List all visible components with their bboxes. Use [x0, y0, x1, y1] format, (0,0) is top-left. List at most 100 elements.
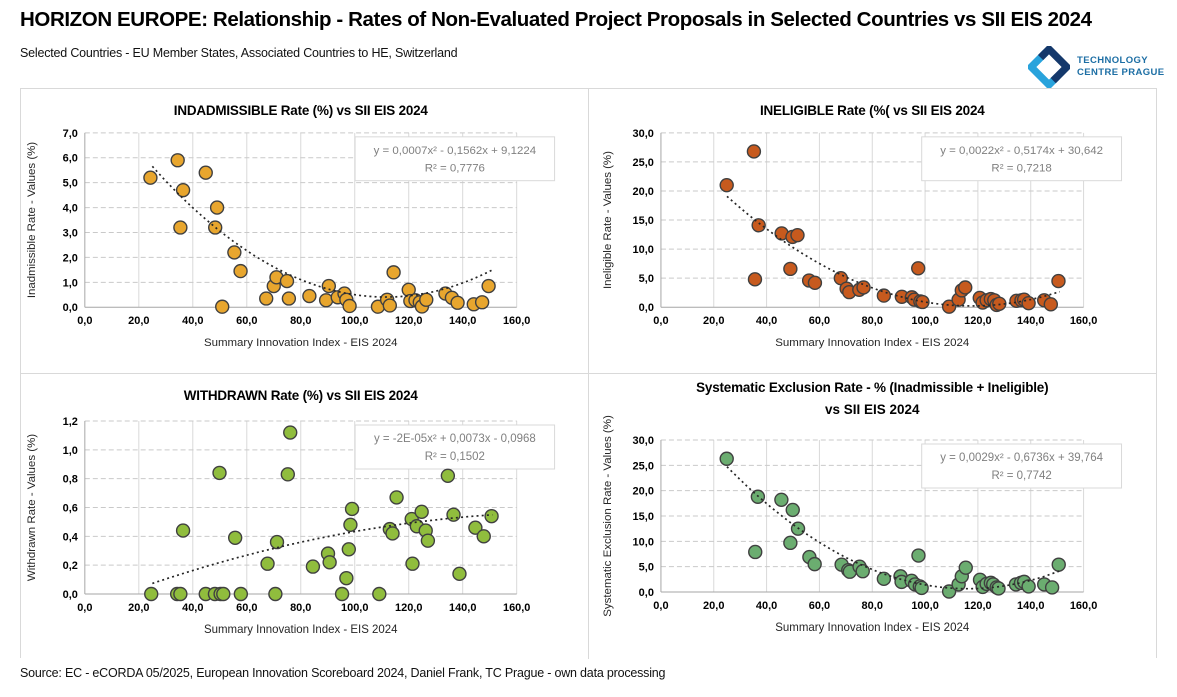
data-point — [1050, 273, 1066, 289]
data-point — [170, 153, 185, 168]
svg-text:0,0: 0,0 — [653, 315, 668, 327]
y-axis-title: Systematic Exclusion Rate - Values (%) — [601, 415, 613, 617]
data-point — [405, 556, 420, 571]
data-point — [446, 507, 461, 522]
data-point — [302, 288, 317, 304]
data-point — [343, 517, 358, 533]
data-point — [468, 520, 483, 535]
trendline-r2: R² = 0,7776 — [425, 163, 485, 175]
svg-text:20,0: 20,0 — [632, 486, 653, 498]
svg-text:20,0: 20,0 — [128, 602, 149, 614]
data-point — [807, 275, 822, 290]
data-point — [382, 298, 398, 313]
data-point — [215, 299, 230, 314]
svg-text:100,0: 100,0 — [911, 600, 938, 612]
data-point — [279, 273, 295, 289]
svg-text:100,0: 100,0 — [911, 315, 938, 327]
chart-ineligible: INELIGIBLE Rate (%( vs SII EIS 2024 y = 0… — [588, 89, 1156, 373]
svg-text:1,0: 1,0 — [63, 277, 78, 289]
trendline-equation: y = 0,0007x² - 0,1562x + 9,1224 — [374, 145, 537, 157]
scatter-points — [144, 425, 499, 602]
chart-panel-ineligible: INELIGIBLE Rate (%( vs SII EIS 2024 y = 0… — [588, 89, 1156, 374]
svg-text:0,0: 0,0 — [653, 600, 668, 612]
data-point — [334, 586, 350, 602]
chart-title: WITHDRAWN Rate (%) vs SII EIS 2024 — [184, 388, 419, 403]
logo-text-line2: CENTRE PRAGUE — [1077, 67, 1165, 78]
trendline-equation: y = -2E-05x² + 0,0073x - 0,0968 — [374, 433, 536, 445]
data-point — [341, 542, 356, 557]
svg-text:5,0: 5,0 — [63, 178, 78, 190]
trendline-equation-box — [354, 424, 556, 470]
svg-text:7,0: 7,0 — [63, 128, 78, 140]
data-point — [342, 298, 357, 314]
svg-text:120,0: 120,0 — [395, 602, 422, 614]
scatter-points — [719, 144, 1066, 314]
trendline-r2: R² = 0,1502 — [425, 451, 485, 463]
data-point — [344, 501, 360, 517]
chart-panel-withdrawn: WITHDRAWN Rate (%) vs SII EIS 2024 y = -2… — [21, 374, 589, 659]
logo-text-line1: TECHNOLOGY — [1077, 55, 1149, 67]
svg-text:5,0: 5,0 — [638, 562, 653, 574]
svg-text:15,0: 15,0 — [632, 215, 653, 227]
data-point — [259, 291, 274, 306]
data-point — [280, 467, 295, 482]
tc-prague-logo: TECHNOLOGY CENTRE PRAGUE — [1028, 46, 1165, 88]
svg-text:1,2: 1,2 — [63, 416, 78, 428]
data-point — [440, 468, 456, 483]
data-point — [322, 555, 337, 570]
data-point — [746, 144, 761, 159]
data-point — [476, 529, 491, 544]
axis-tick-labels: 0,0 20,0 40,0 60,0 80,0 100,0 120,0 140,0 160,0 0… — [63, 128, 531, 327]
trendline — [725, 466, 1060, 590]
y-axis-title: Inadmissible Rate - Values (%) — [26, 142, 38, 298]
svg-text:140,0: 140,0 — [1016, 315, 1043, 327]
data-point — [269, 534, 285, 550]
x-axis-title: Summary Innovation Index - EIS 2024 — [775, 622, 970, 634]
data-point — [719, 451, 734, 466]
data-point — [958, 560, 973, 575]
data-point — [876, 288, 891, 303]
svg-text:140,0: 140,0 — [449, 315, 476, 327]
page-title: HORIZON EUROPE: Relationship - Rates of … — [20, 8, 1092, 31]
svg-text:120,0: 120,0 — [964, 600, 991, 612]
data-point — [719, 177, 734, 193]
data-point — [450, 295, 465, 310]
svg-text:30,0: 30,0 — [632, 128, 653, 140]
data-point — [173, 220, 188, 235]
data-point — [773, 492, 789, 507]
svg-text:0,0: 0,0 — [638, 587, 653, 599]
svg-text:100,0: 100,0 — [341, 315, 368, 327]
y-axis-title: Withdrawn Rate - Values (%) — [26, 434, 38, 581]
data-point — [782, 261, 798, 277]
data-point — [198, 165, 213, 180]
data-point — [910, 548, 926, 563]
svg-text:25,0: 25,0 — [632, 460, 653, 472]
trendline — [152, 513, 493, 585]
svg-text:80,0: 80,0 — [290, 315, 311, 327]
data-point — [1043, 297, 1058, 312]
data-point — [305, 559, 321, 574]
chart-title: INELIGIBLE Rate (%( vs SII EIS 2024 — [759, 103, 984, 118]
svg-text:80,0: 80,0 — [861, 315, 882, 327]
svg-text:25,0: 25,0 — [632, 157, 653, 169]
svg-text:0,8: 0,8 — [63, 474, 78, 486]
data-point — [806, 556, 822, 572]
data-point — [484, 508, 499, 524]
svg-text:20,0: 20,0 — [632, 186, 653, 198]
data-point — [789, 227, 805, 243]
data-point — [957, 280, 972, 295]
svg-text:30,0: 30,0 — [632, 435, 653, 447]
data-point — [208, 220, 223, 235]
scatter-points — [143, 153, 496, 314]
data-point — [173, 586, 188, 602]
charts-grid: INDADMISSIBLE Rate (%) vs SII EIS 2024 y … — [20, 88, 1157, 659]
data-point — [910, 261, 925, 276]
svg-text:20,0: 20,0 — [703, 315, 724, 327]
svg-text:160,0: 160,0 — [503, 602, 530, 614]
svg-text:140,0: 140,0 — [449, 602, 476, 614]
svg-text:40,0: 40,0 — [755, 315, 776, 327]
data-point — [283, 425, 298, 440]
svg-text:60,0: 60,0 — [808, 600, 829, 612]
svg-text:80,0: 80,0 — [290, 602, 311, 614]
data-point — [385, 526, 400, 541]
